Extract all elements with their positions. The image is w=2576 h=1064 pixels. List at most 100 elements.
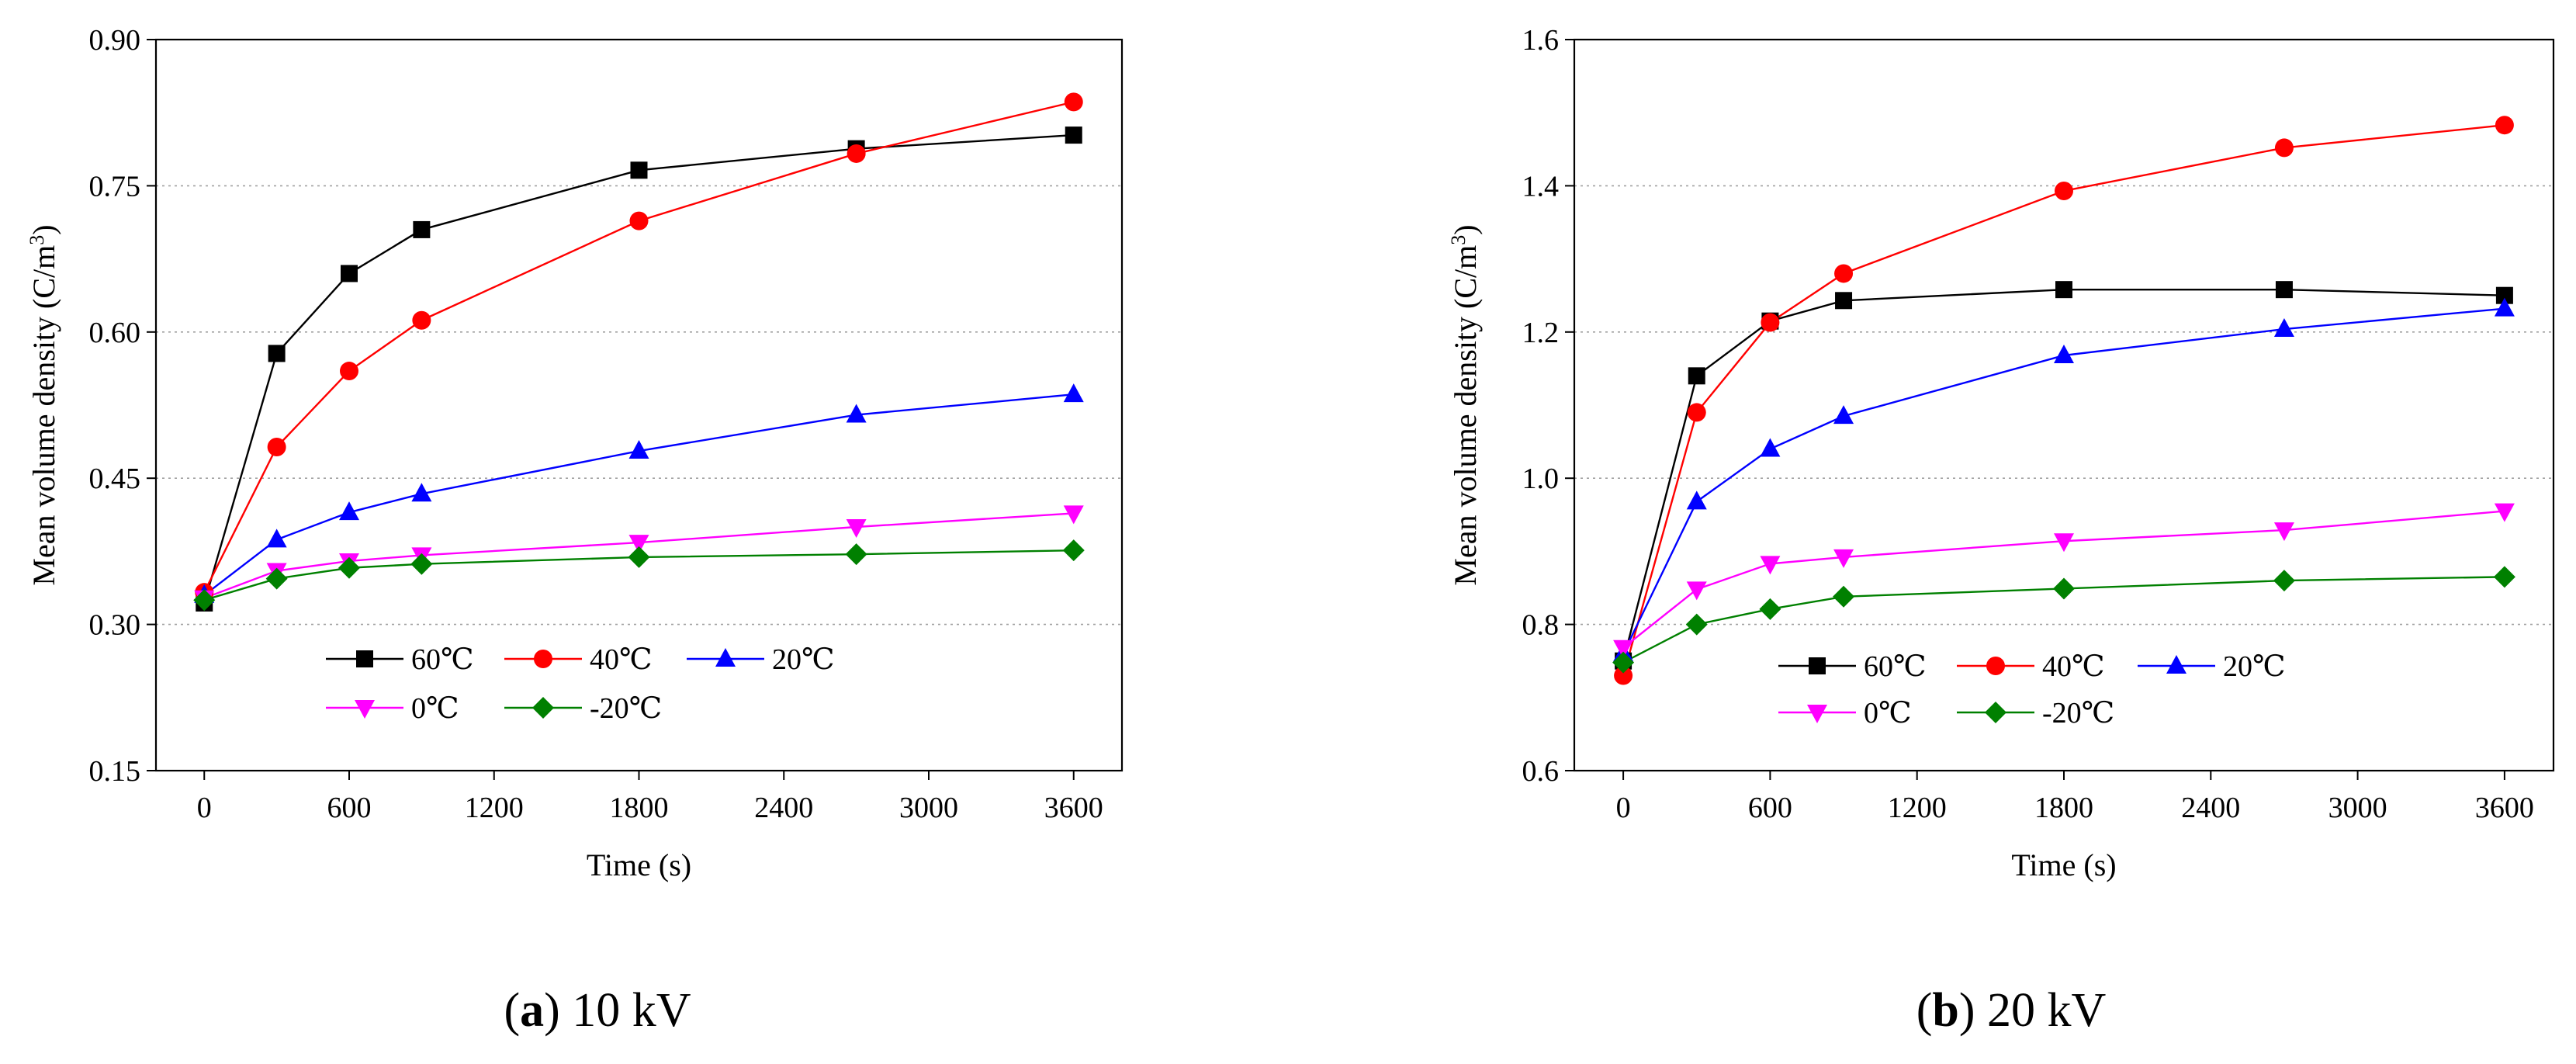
x-tick-label: 1200: [1888, 792, 1947, 824]
data-point: [628, 535, 649, 554]
data-point: [1063, 383, 1084, 403]
x-tick-label: 2400: [2181, 792, 2240, 824]
legend-label: -20℃: [590, 692, 662, 725]
data-point: [413, 220, 431, 238]
data-point: [268, 345, 286, 362]
x-tick-label: 0: [1616, 792, 1631, 824]
chart-panel-b: 0.6 0.8 1.0 1.2 1.4 1.6 0 600 1200 1800 2400 3000 36…: [1447, 24, 2555, 1037]
legend-label: 0℃: [411, 692, 459, 725]
x-tick-label: 600: [1748, 792, 1792, 824]
data-point: [2273, 570, 2295, 592]
data-point: [2273, 522, 2294, 542]
data-point: [2055, 181, 2073, 200]
legend-marker: [1807, 705, 1827, 723]
y-tick-label: 0.30: [89, 609, 141, 642]
legend-label: 40℃: [2042, 650, 2105, 683]
x-tick-label: 600: [327, 792, 372, 824]
legend-marker: [534, 650, 552, 668]
data-point: [629, 211, 649, 230]
legend-item: 0℃: [1778, 697, 1912, 730]
y-tick-label: 0.8: [1522, 609, 1560, 642]
legend-label: 20℃: [2223, 650, 2286, 683]
data-point: [628, 546, 650, 568]
legend-item: 40℃: [1957, 650, 2105, 683]
data-point: [1833, 549, 1854, 568]
legend-label: 0℃: [1864, 697, 1912, 730]
panel-caption: (b) 20 kV: [1916, 984, 2107, 1037]
data-point: [2495, 116, 2514, 135]
data-point: [266, 529, 287, 548]
legend-label: 60℃: [411, 643, 474, 676]
data-point: [2275, 281, 2293, 299]
data-point: [628, 440, 649, 459]
legend-item: -20℃: [504, 692, 662, 725]
legend-marker: [1986, 657, 2005, 675]
data-point: [1064, 92, 1083, 112]
data-point: [2494, 297, 2515, 317]
data-point: [630, 161, 648, 179]
legend: 60℃ 40℃ 20℃ 0℃ -20℃: [326, 643, 835, 725]
x-tick-label: 3000: [899, 792, 958, 824]
legend-label: 40℃: [590, 643, 653, 676]
x-tick-label: 1800: [610, 792, 669, 824]
legend-marker: [2166, 655, 2186, 674]
data-point: [1833, 585, 1855, 608]
data-point: [1759, 598, 1781, 620]
y-tick-label: 0.6: [1522, 755, 1560, 788]
y-tick-label: 1.2: [1522, 317, 1560, 349]
data-point: [1613, 639, 1634, 659]
data-point: [2273, 318, 2294, 338]
x-axis-label: Time (s): [2011, 847, 2116, 882]
data-point: [1688, 367, 1705, 385]
data-point: [410, 553, 433, 575]
y-tick-label: 0.75: [89, 170, 141, 203]
x-tick-label: 0: [197, 792, 212, 824]
data-point: [2055, 281, 2072, 299]
legend-marker: [532, 697, 554, 719]
y-axis-label: Mean volume density (C/m3): [26, 224, 62, 585]
data-point: [1835, 292, 1853, 310]
data-point: [341, 265, 358, 282]
x-tick-label: 1200: [465, 792, 524, 824]
data-point: [338, 556, 360, 579]
legend-marker: [355, 700, 375, 719]
data-point: [1687, 403, 1706, 422]
x-tick-label: 3000: [2328, 792, 2387, 824]
data-point: [2054, 344, 2074, 363]
y-tick-label: 0.90: [89, 24, 141, 57]
data-point: [2054, 533, 2074, 553]
x-axis-label: Time (s): [587, 847, 691, 882]
data-point: [1834, 264, 1854, 283]
legend-label: 20℃: [772, 643, 835, 676]
legend-item: 20℃: [2138, 650, 2286, 683]
legend-label: 60℃: [1864, 650, 1927, 683]
y-tick-label: 0.15: [89, 755, 141, 788]
legend-item: -20℃: [1957, 697, 2114, 730]
data-point: [1685, 613, 1708, 636]
legend: 60℃ 40℃ 20℃ 0℃ -20℃: [1778, 650, 2286, 730]
data-point: [846, 519, 867, 538]
y-tick-label: 0.45: [89, 463, 141, 495]
x-tick-label: 2400: [754, 792, 813, 824]
chart-panel-a: 0.15 0.30 0.45 0.60 0.75 0.90 0 600 1200 1800 2400…: [26, 24, 1124, 1037]
data-point: [2495, 286, 2513, 304]
x-tick-label: 3600: [2475, 792, 2534, 824]
y-tick-label: 1.4: [1522, 170, 1560, 203]
data-point: [1833, 405, 1854, 425]
data-point: [1612, 651, 1635, 674]
data-point: [412, 310, 431, 330]
data-point: [845, 543, 867, 566]
legend-item: 60℃: [1778, 650, 1927, 683]
data-point: [846, 404, 867, 423]
data-point: [2274, 138, 2294, 158]
legend-item: 40℃: [504, 643, 653, 676]
y-tick-label: 1.6: [1522, 24, 1560, 57]
data-point: [1761, 313, 1780, 332]
data-point: [1760, 438, 1781, 457]
data-point: [265, 567, 288, 590]
legend-marker: [356, 650, 373, 667]
data-point: [193, 589, 216, 612]
y-axis-label: Mean volume density (C/m3): [1447, 224, 1484, 585]
legend-item: 0℃: [326, 692, 459, 725]
